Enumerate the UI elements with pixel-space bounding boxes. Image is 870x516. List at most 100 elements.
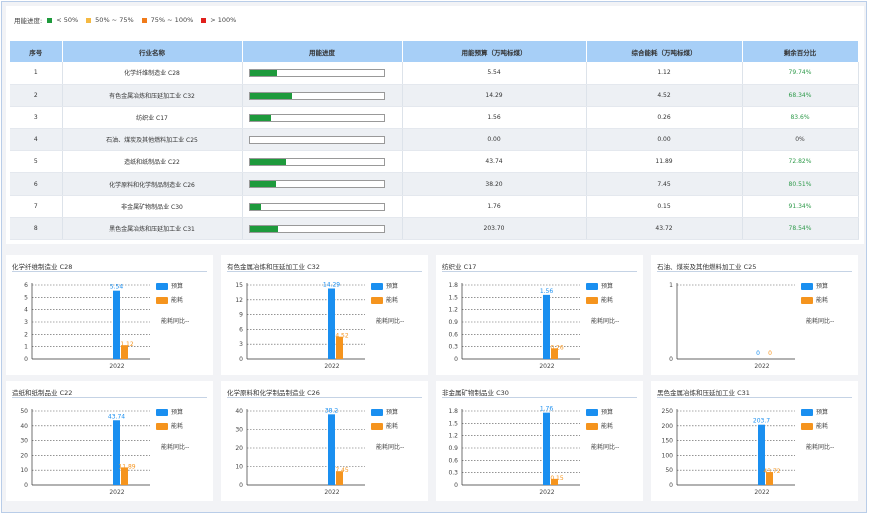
header-consumption[interactable]: 综合能耗（万吨标煤） xyxy=(586,41,743,62)
consumption-swatch xyxy=(801,423,813,430)
y-tick-label: 0 xyxy=(454,482,458,489)
cell-name: 纺织业 C17 xyxy=(62,106,243,130)
cell-remaining: 78.54% xyxy=(742,217,859,241)
header-progress[interactable]: 用能进度 xyxy=(242,41,403,62)
bar-chart: 0 10 20 30 40 50 2022 43.74 11.89 xyxy=(20,408,150,496)
chart-title-divider xyxy=(227,271,422,272)
industry-table: 序号 行业名称 用能进度 用能预算（万吨标煤） 综合能耗（万吨标煤） 剩余百分比… xyxy=(10,41,859,241)
cell-remaining: 68.34% xyxy=(742,84,859,107)
table-row[interactable]: 2 有色金属冶炼和压延加工业 C32 14.29 4.52 68.34% xyxy=(10,84,859,107)
legend-consumption-label: 能耗 xyxy=(386,423,399,430)
y-tick-label: 1.5 xyxy=(448,294,458,301)
legend-consumption[interactable]: 能耗 xyxy=(801,421,828,430)
yoy-text: 能耗同比-- xyxy=(591,318,620,325)
table-row[interactable]: 6 化学原料和化学制品制造业 C26 38.20 7.45 80.51% xyxy=(10,172,859,196)
y-tick-label: 0 xyxy=(454,356,458,363)
y-tick-label: 0 xyxy=(239,356,243,363)
budget-swatch xyxy=(586,409,598,416)
yoy-text: 能耗同比-- xyxy=(376,318,405,325)
legend-consumption-label: 能耗 xyxy=(171,423,184,430)
cell-no: 4 xyxy=(10,128,63,152)
legend-text-high: 75% ~ 100% xyxy=(150,16,194,24)
table-row[interactable]: 4 石油、煤炭及其他燃料加工业 C25 0.00 0.00 0% xyxy=(10,128,859,152)
legend-budget[interactable]: 预算 xyxy=(156,407,183,416)
yoy-text: 能耗同比-- xyxy=(591,444,620,451)
budget-swatch xyxy=(371,409,383,416)
y-tick-label: 1.8 xyxy=(448,408,458,415)
y-tick-label: 10 xyxy=(235,464,243,471)
cell-remaining: 83.6% xyxy=(742,106,859,130)
legend-consumption[interactable]: 能耗 xyxy=(586,295,613,304)
y-tick-label: 0.3 xyxy=(448,344,458,351)
data-label: 0.26 xyxy=(550,344,564,351)
y-tick-label: 0 xyxy=(239,482,243,489)
table-row[interactable]: 7 非金属矿物制品业 C30 1.76 0.15 91.34% xyxy=(10,195,859,218)
budget-bar xyxy=(543,412,550,485)
consumption-bar xyxy=(766,472,773,485)
chart-card: 0 1 2 3 4 5 6 2022 5.54 1.12 化学纤维制造业 C28 预算 能耗 能耗同比-- xyxy=(6,255,213,375)
x-tick-label: 2022 xyxy=(754,489,769,496)
chart-title-divider xyxy=(12,271,207,272)
y-tick-label: 6 xyxy=(24,282,28,289)
y-tick-label: 0 xyxy=(669,482,673,489)
cell-consumption: 0.15 xyxy=(586,195,743,218)
legend-text-mid: 50% ~ 75% xyxy=(95,16,134,24)
legend-budget[interactable]: 预算 xyxy=(801,281,828,290)
chart-title: 有色金属冶炼和压延加工业 C32 xyxy=(227,263,320,271)
progress-bar xyxy=(248,136,385,145)
data-label: 38.2 xyxy=(325,407,339,414)
chart-title: 非金属矿物制品业 C30 xyxy=(442,389,509,397)
table-row[interactable]: 5 造纸和纸制品业 C22 43.74 11.89 72.82% xyxy=(10,150,859,174)
cell-progress xyxy=(242,195,403,218)
legend-budget[interactable]: 预算 xyxy=(371,281,398,290)
legend-consumption[interactable]: 能耗 xyxy=(371,421,398,430)
yoy-text: 能耗同比-- xyxy=(161,444,190,451)
legend-consumption[interactable]: 能耗 xyxy=(156,421,183,430)
table-row[interactable]: 3 纺织业 C17 1.56 0.26 83.6% xyxy=(10,106,859,130)
yoy-text: 能耗同比-- xyxy=(376,444,405,451)
legend-budget[interactable]: 预算 xyxy=(156,281,183,290)
consumption-bar xyxy=(336,471,343,485)
header-name[interactable]: 行业名称 xyxy=(62,41,243,62)
header-budget[interactable]: 用能预算（万吨标煤） xyxy=(402,41,587,62)
data-label: 11.89 xyxy=(118,463,135,470)
table-row[interactable]: 1 化学纤维制造业 C28 5.54 1.12 79.74% xyxy=(10,62,859,85)
legend-consumption[interactable]: 能耗 xyxy=(801,295,828,304)
y-tick-label: 9 xyxy=(239,312,243,319)
y-tick-label: 1.5 xyxy=(448,420,458,427)
progress-bar xyxy=(248,158,385,167)
y-tick-label: 12 xyxy=(235,297,243,304)
consumption-swatch xyxy=(371,423,383,430)
legend-consumption[interactable]: 能耗 xyxy=(156,295,183,304)
header-remaining[interactable]: 剩余百分比 xyxy=(742,41,859,62)
y-tick-label: 0.6 xyxy=(448,331,458,338)
consumption-bar xyxy=(551,478,558,485)
cell-budget: 1.76 xyxy=(402,195,587,218)
y-tick-label: 0 xyxy=(669,356,673,363)
cell-consumption: 1.12 xyxy=(586,62,743,85)
progress-fill xyxy=(249,70,277,76)
budget-bar xyxy=(543,294,550,359)
yoy-text: 能耗同比-- xyxy=(806,318,835,325)
y-tick-label: 20 xyxy=(235,445,243,452)
cell-name: 非金属矿物制品业 C30 xyxy=(62,195,243,218)
legend-budget[interactable]: 预算 xyxy=(371,407,398,416)
data-label: 0 xyxy=(768,350,772,357)
legend-budget[interactable]: 预算 xyxy=(586,281,613,290)
table-row[interactable]: 8 黑色金属冶炼和压延加工业 C31 203.70 43.72 78.54% xyxy=(10,217,859,241)
y-tick-label: 150 xyxy=(662,438,674,445)
y-tick-label: 15 xyxy=(235,282,243,289)
legend-budget[interactable]: 预算 xyxy=(801,407,828,416)
data-label: 43.74 xyxy=(108,413,125,420)
legend-budget[interactable]: 预算 xyxy=(586,407,613,416)
header-no[interactable]: 序号 xyxy=(10,41,63,62)
y-tick-label: 1.2 xyxy=(448,307,458,314)
legend-consumption[interactable]: 能耗 xyxy=(586,421,613,430)
legend-budget-label: 预算 xyxy=(816,283,829,290)
legend-budget-label: 预算 xyxy=(171,409,184,416)
legend-consumption[interactable]: 能耗 xyxy=(371,295,398,304)
budget-bar xyxy=(113,290,120,359)
consumption-swatch xyxy=(371,297,383,304)
y-tick-label: 40 xyxy=(20,423,28,430)
y-tick-label: 0.9 xyxy=(448,319,458,326)
